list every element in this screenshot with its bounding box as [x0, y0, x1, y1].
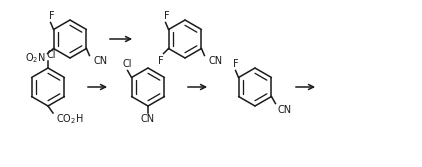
Text: CN: CN	[208, 55, 222, 65]
Text: CN: CN	[93, 55, 108, 65]
Text: Cl: Cl	[123, 58, 132, 68]
Text: Cl: Cl	[46, 50, 56, 60]
Text: F: F	[49, 11, 54, 21]
Text: CN: CN	[141, 114, 155, 124]
Text: CO$_2$H: CO$_2$H	[56, 112, 84, 126]
Text: F: F	[158, 55, 163, 65]
Text: CN: CN	[277, 105, 292, 115]
Text: F: F	[164, 11, 169, 21]
Text: F: F	[233, 58, 238, 68]
Text: O$_2$N: O$_2$N	[25, 52, 46, 65]
